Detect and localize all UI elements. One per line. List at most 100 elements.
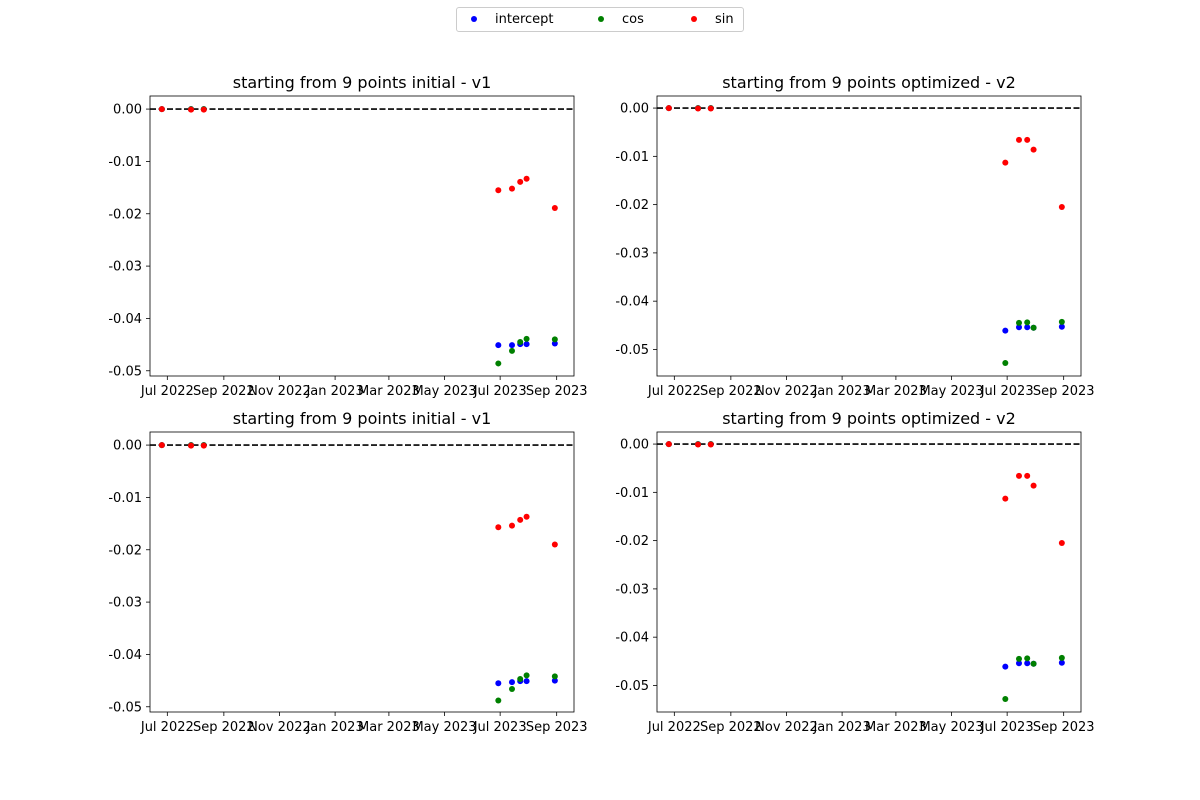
- y-tick-label: -0.01: [108, 155, 142, 170]
- data-point-sin: [158, 106, 165, 113]
- data-point-cos: [1030, 660, 1037, 667]
- data-point-intercept: [1024, 660, 1031, 667]
- y-tick-label: 0.00: [620, 102, 649, 117]
- chart-panel-2: starting from 9 points optimized - v2 Jul…: [615, 73, 1094, 399]
- data-point-cos: [1015, 655, 1022, 662]
- y-tick-label: -0.03: [108, 596, 142, 611]
- y-tick-label: -0.05: [108, 364, 142, 379]
- data-point-cos: [508, 685, 515, 692]
- data-point-sin: [551, 205, 558, 211]
- data-point-sin: [517, 516, 524, 523]
- x-tick-label: Sep 2022: [193, 720, 255, 735]
- x-tick-label: Mar 2023: [358, 384, 420, 399]
- data-point-sin: [188, 106, 195, 113]
- data-point-intercept: [1058, 323, 1065, 330]
- y-tick-label: -0.02: [615, 198, 649, 213]
- x-tick-label: Nov 2022: [755, 720, 818, 735]
- x-tick-label: Jul 2022: [647, 384, 701, 399]
- chart-panel-4: starting from 9 points optimized - v2 Jul…: [615, 409, 1094, 735]
- y-tick-label: -0.03: [615, 582, 649, 597]
- x-tick-label: Nov 2022: [248, 720, 311, 735]
- data-point-sin: [665, 105, 672, 112]
- chart-panel-3: starting from 9 points initial - v1 Jul 2…: [108, 409, 587, 735]
- data-point-cos: [495, 360, 502, 367]
- y-tick-label: -0.04: [108, 648, 142, 663]
- data-point-cos: [508, 347, 515, 354]
- x-tick-label: May 2023: [412, 384, 476, 399]
- data-point-sin: [523, 513, 530, 520]
- x-tick-label: Jan 2023: [305, 720, 363, 735]
- data-point-cos: [1058, 318, 1065, 325]
- y-tick-label: -0.02: [615, 534, 649, 549]
- data-point-sin: [200, 106, 207, 113]
- data-point-sin: [1058, 204, 1065, 211]
- x-tick-label: Jan 2023: [305, 384, 363, 399]
- data-point-intercept: [1002, 327, 1009, 334]
- data-point-intercept: [1058, 659, 1065, 666]
- legend-marker-cos: [598, 15, 604, 22]
- x-tick-label: Jul 2022: [140, 384, 194, 399]
- data-point-intercept: [508, 342, 515, 349]
- x-tick-label: Mar 2023: [865, 384, 927, 399]
- data-point-intercept: [1015, 660, 1022, 667]
- x-tick-label: Nov 2022: [755, 384, 818, 399]
- data-point-cos: [1015, 319, 1022, 326]
- data-point-sin: [200, 442, 207, 449]
- x-tick-label: Jul 2022: [647, 720, 701, 735]
- data-point-intercept: [1002, 663, 1009, 670]
- legend-entry-cos: cos: [598, 11, 644, 29]
- x-tick-label: Sep 2023: [526, 384, 588, 399]
- legend-marker-intercept: [471, 15, 477, 22]
- chart-title: starting from 9 points optimized - v2: [722, 409, 1016, 428]
- x-tick-label: Jul 2023: [980, 384, 1034, 399]
- plot-frame: [656, 431, 1082, 713]
- chart-legend: intercept cos sin: [456, 7, 744, 32]
- y-tick-label: -0.04: [108, 312, 142, 327]
- y-tick-label: -0.05: [108, 700, 142, 715]
- chart-title: starting from 9 points initial - v1: [233, 409, 492, 428]
- data-point-sin: [1030, 482, 1037, 489]
- x-tick-label: May 2023: [412, 720, 476, 735]
- data-point-sin: [1030, 146, 1037, 153]
- data-point-intercept: [495, 342, 502, 349]
- y-tick-label: 0.00: [620, 438, 649, 453]
- x-tick-label: Sep 2023: [1033, 720, 1095, 735]
- data-point-sin: [523, 175, 530, 182]
- data-point-cos: [517, 676, 524, 683]
- y-tick-label: 0.00: [113, 103, 142, 118]
- x-tick-label: May 2023: [919, 720, 983, 735]
- x-tick-label: Jul 2023: [473, 384, 527, 399]
- y-tick-label: 0.00: [113, 439, 142, 454]
- legend-label-cos: cos: [622, 12, 644, 27]
- legend-entry-intercept: intercept: [471, 11, 554, 29]
- data-point-sin: [695, 441, 702, 448]
- data-point-sin: [1002, 159, 1009, 166]
- x-tick-label: Sep 2023: [526, 720, 588, 735]
- data-point-cos: [517, 338, 524, 345]
- x-tick-label: Sep 2023: [1033, 384, 1095, 399]
- data-point-intercept: [508, 679, 515, 686]
- data-point-sin: [1024, 472, 1031, 479]
- data-point-cos: [523, 335, 530, 342]
- data-point-cos: [1030, 324, 1037, 331]
- plot-frame: [656, 95, 1082, 377]
- data-point-intercept: [1015, 324, 1022, 331]
- chart-title: starting from 9 points optimized - v2: [722, 73, 1016, 92]
- plot-frame: [149, 431, 575, 713]
- data-point-intercept: [551, 340, 558, 347]
- data-point-sin: [665, 441, 672, 448]
- legend-label-sin: sin: [715, 12, 734, 27]
- data-point-sin: [1002, 495, 1009, 502]
- data-point-cos: [1024, 319, 1031, 326]
- chart-panel-1: starting from 9 points initial - v1 Jul 2…: [108, 73, 587, 399]
- legend-marker-sin: [691, 15, 697, 22]
- data-point-sin: [1015, 472, 1022, 479]
- x-tick-label: Sep 2022: [700, 384, 762, 399]
- data-point-intercept: [1024, 324, 1031, 331]
- y-tick-label: -0.01: [615, 486, 649, 501]
- y-tick-label: -0.04: [615, 295, 649, 310]
- x-tick-label: Nov 2022: [248, 384, 311, 399]
- data-point-intercept: [523, 678, 530, 685]
- data-point-sin: [707, 441, 714, 448]
